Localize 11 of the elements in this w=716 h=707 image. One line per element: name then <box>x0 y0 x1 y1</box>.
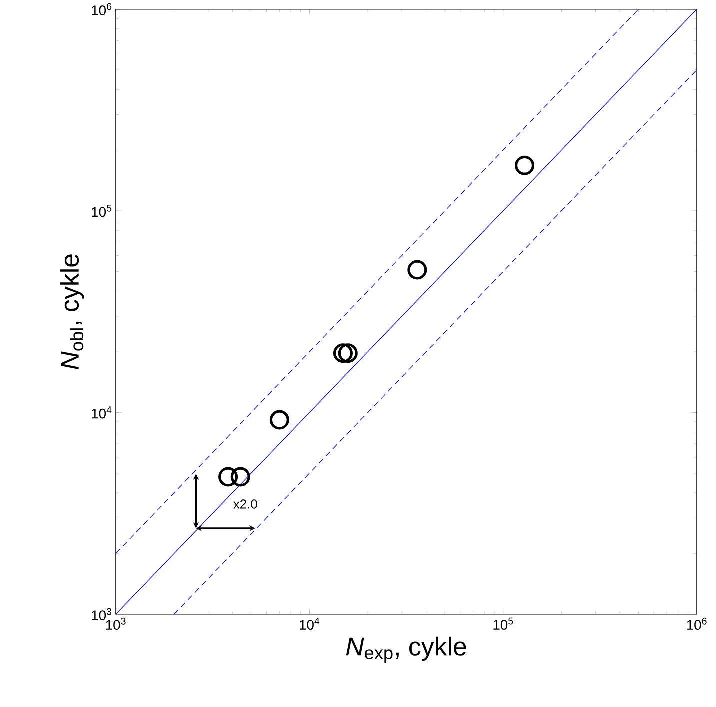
y-axis-title: N$_{obl}$, cykle <box>60 254 84 370</box>
x-tick-label: 10$^{6}$ <box>687 618 707 630</box>
y-tick-label: 10$^{4}$ <box>92 406 112 419</box>
y-tick-label: 10$^{3}$ <box>92 608 112 620</box>
y-tick-label: 10$^{6}$ <box>92 3 112 16</box>
annotation: x2.0 <box>234 499 258 509</box>
x-axis-title: N$_{exp}$, cykle <box>346 636 466 663</box>
y-tick-label: 10$^{5}$ <box>92 204 112 217</box>
x-tick-label: 10$^{5}$ <box>494 618 514 630</box>
x-tick-label: 10$^{4}$ <box>300 618 320 630</box>
x-tick-label: 10$^{3}$ <box>106 618 126 630</box>
